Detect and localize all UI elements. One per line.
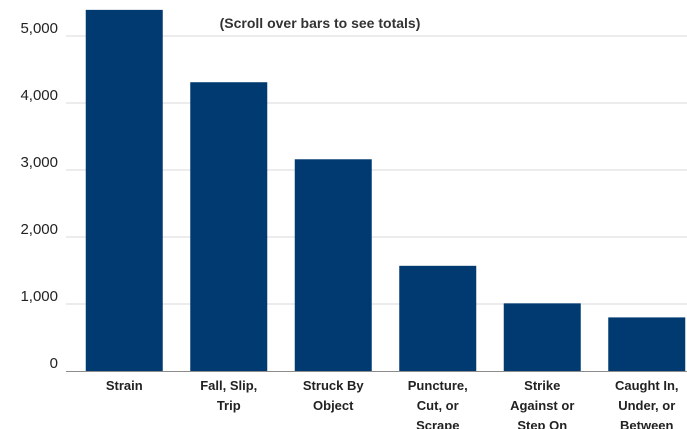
gridlines bbox=[66, 35, 687, 305]
x-tick-label: Strike Against or Step On bbox=[510, 378, 574, 429]
chart-annotation: (Scroll over bars to see totals) bbox=[220, 15, 421, 31]
y-tick-label: 3,000 bbox=[20, 154, 58, 171]
bar[interactable] bbox=[399, 265, 477, 371]
bars bbox=[85, 9, 686, 372]
y-tick-label: 5,000 bbox=[20, 20, 58, 37]
y-tick-label: 4,000 bbox=[20, 87, 58, 104]
bar[interactable] bbox=[503, 303, 581, 371]
x-tick-label: Fall, Slip, Trip bbox=[200, 378, 257, 413]
bar[interactable] bbox=[85, 9, 163, 372]
x-tick-label: Puncture, Cut, or Scrape bbox=[408, 378, 468, 429]
bar[interactable] bbox=[608, 317, 686, 371]
x-tick-label: Struck By Object bbox=[303, 378, 364, 413]
x-tick-labels: Strain Fall, Slip, Trip Struck By Object Punc… bbox=[106, 378, 679, 429]
bar[interactable] bbox=[294, 159, 372, 371]
y-tick-label: 0 bbox=[50, 355, 58, 372]
x-tick-label: Strain bbox=[106, 378, 143, 393]
x-tick-label: Caught In, Under, or Between bbox=[615, 378, 679, 429]
y-tick-label: 1,000 bbox=[20, 288, 58, 305]
y-tick-label: 2,000 bbox=[20, 221, 58, 238]
y-tick-labels: 0 1,000 2,000 3,000 4,000 5,000 bbox=[20, 20, 58, 372]
bar[interactable] bbox=[190, 82, 268, 371]
